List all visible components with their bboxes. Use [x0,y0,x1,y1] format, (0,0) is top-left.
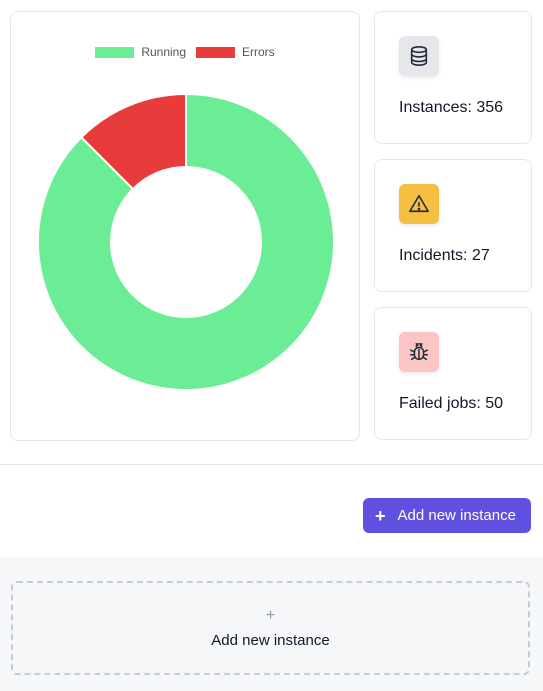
chart-card: Running Errors [10,11,360,441]
instances-card: Instances: 356 [374,11,532,144]
legend-label-running: Running [141,45,187,59]
add-instance-placeholder[interactable]: + Add new instance [11,581,530,675]
donut-slice-running[interactable] [37,92,335,391]
bottom-panel: + Add new instance [0,557,543,691]
incidents-card: Incidents: 27 [374,159,532,292]
legend-label-errors: Errors [242,45,275,59]
incidents-stat: Incidents: 27 [399,247,490,264]
plus-icon: + [265,606,276,624]
legend-item-running[interactable]: Running [95,45,186,59]
legend-swatch-running [95,46,135,58]
plus-icon: + [375,505,386,526]
add-instance-placeholder-label: Add new instance [211,631,330,649]
failed-jobs-card: Failed jobs: 50 [374,307,532,440]
donut-chart [37,92,335,391]
legend-item-errors[interactable]: Errors [196,45,275,59]
legend-swatch-errors [196,46,236,58]
bug-icon [399,332,439,372]
warning-icon [399,184,439,224]
failed-jobs-stat: Failed jobs: 50 [399,395,504,412]
add-instance-button[interactable]: + Add new instance [363,498,531,533]
divider [0,464,543,465]
donut-slice-errors[interactable] [79,92,187,191]
chart-legend: Running Errors [11,45,359,59]
instances-stat: Instances: 356 [399,99,504,116]
database-icon [399,36,439,76]
add-instance-button-label: Add new instance [397,507,516,524]
